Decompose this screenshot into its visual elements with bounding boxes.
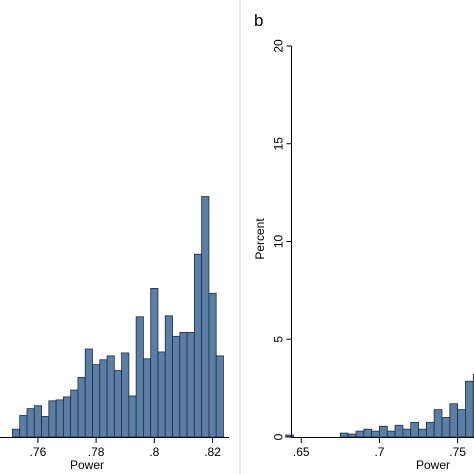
panel-b-x-ticks: .65 .7 .75: [293, 437, 466, 459]
panel-b-bar: [386, 430, 396, 438]
panel-a-bar: [106, 355, 115, 438]
panel-a-x-ticks: .76 .78 .8 .82: [30, 437, 221, 459]
panel-a-bar: [92, 364, 101, 438]
panel-b-y-axis-title: Percent: [253, 218, 267, 260]
panel-b-y-tick-label: 5: [272, 336, 286, 343]
panel-b-bar: [347, 433, 357, 438]
panel-a-bar: [62, 396, 72, 438]
panel-b-bar: [363, 428, 373, 438]
panel-b-y-ticks: 0 5 10 15 20: [272, 39, 292, 440]
panel-a-bar: [215, 355, 224, 438]
panel-a-bar: [121, 352, 130, 438]
panel-b-x-tick-label: .7: [374, 445, 384, 459]
panel-b-y-tick-label: 0: [272, 433, 286, 440]
panel-a-bar: [26, 408, 35, 438]
panel-b-bar: [449, 403, 459, 438]
panel-a-bar: [48, 400, 57, 438]
panel-a-bar: [70, 389, 79, 438]
panel-b-y-tick-label: 15: [272, 137, 286, 151]
panel-a-bar: [143, 358, 152, 438]
panel-b-y-tick-label: 20: [272, 39, 286, 53]
panel-b-histogram: b 0 5 10 15 20 .65 .7 .75 Percent Power: [253, 11, 474, 472]
panel-a-bar: [193, 253, 203, 438]
panel-a-x-axis-title: Power: [70, 458, 104, 472]
panel-a-bar: [99, 359, 108, 438]
panel-b-bar: [371, 430, 380, 438]
panel-b-x-tick-label: .65: [293, 445, 310, 459]
panel-a-bar: [150, 288, 159, 438]
panel-b-bar: [441, 417, 451, 438]
panel-a-x-tick-label: .8: [149, 445, 159, 459]
panel-a-bar: [164, 315, 173, 438]
panel-a-bar: [179, 332, 188, 438]
panel-b-bar: [355, 430, 365, 438]
panel-a-bar: [172, 335, 181, 438]
panel-b-bar: [433, 409, 443, 438]
panel-b-y-tick-label: 10: [272, 235, 286, 249]
panel-a-bar: [33, 405, 42, 438]
panel-a-x-tick-label: .78: [88, 445, 105, 459]
panel-a-bar: [128, 395, 137, 438]
panel-a-histogram: .76 .78 .8 .82 Power: [0, 30, 232, 472]
panel-b-x-axis-title: Power: [416, 458, 450, 472]
panel-a-bar: [77, 376, 86, 438]
panel-b-letter: b: [254, 11, 263, 30]
panel-a-bar: [157, 351, 166, 438]
panel-a-bar: [186, 332, 195, 438]
panel-b-x-tick-label: .75: [449, 445, 466, 459]
panel-a-bar: [201, 196, 210, 438]
panel-a-bar: [84, 348, 93, 438]
panel-b-bar: [457, 409, 466, 438]
panel-a-bar: [113, 370, 122, 438]
panel-a-x-tick-label: .82: [204, 445, 221, 459]
panel-b-bar: [394, 424, 404, 438]
panel-a-bar: [12, 428, 21, 438]
panel-a-bar: [135, 316, 144, 438]
panel-a-bar: [55, 399, 64, 438]
panel-b-plot-area: [292, 40, 474, 440]
panel-b-bar: [339, 432, 349, 438]
panel-a-bar: [19, 415, 28, 438]
panel-b-bar: [425, 421, 435, 438]
panel-a-bar: [41, 416, 50, 438]
panel-b-bar: [379, 425, 388, 438]
panel-a-x-tick-label: .76: [30, 445, 47, 459]
panel-b-bar: [418, 428, 427, 438]
panel-b-bar: [465, 380, 474, 438]
panel-b-bar: [402, 428, 412, 438]
panel-b-bar: [410, 421, 419, 438]
panel-a-bar: [208, 292, 217, 438]
